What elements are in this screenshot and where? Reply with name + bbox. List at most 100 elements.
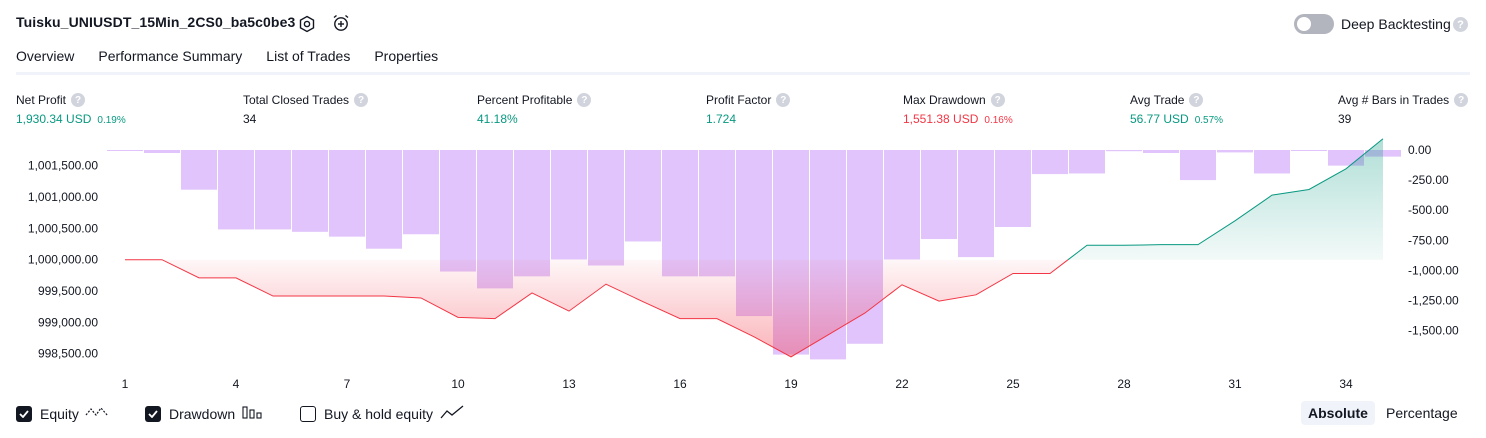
x-tick-label: 1: [122, 377, 129, 391]
drawdown-bar: [958, 150, 994, 258]
tab-properties[interactable]: Properties: [374, 48, 439, 64]
drawdown-bar: [218, 150, 254, 230]
drawdown-bar: [292, 150, 328, 232]
help-icon[interactable]: ?: [354, 93, 369, 107]
left-axis-tick-label: 1,001,000.00: [28, 190, 98, 204]
drawdown-bar: [1217, 150, 1253, 153]
x-tick-label: 25: [1006, 377, 1020, 391]
equity-profit-area: [1068, 138, 1383, 260]
x-tick-label: 31: [1228, 377, 1242, 391]
drawdown-bar: [403, 150, 439, 235]
drawdown-bar: [107, 150, 143, 151]
x-tick-label: 7: [344, 377, 351, 391]
drawdown-bar: [1069, 150, 1105, 174]
tab-performance-summary[interactable]: Performance Summary: [98, 48, 243, 64]
metric-avg-bars-in-trades: Avg # Bars in Trades? 39: [1338, 93, 1469, 126]
left-axis-tick-label: 999,000.00: [38, 315, 98, 329]
drawdown-bar: [181, 150, 217, 190]
legend-buy-hold-equity[interactable]: Buy & hold equity: [300, 404, 464, 423]
legend-equity-label: Equity: [40, 405, 79, 422]
drawdown-bar: [1254, 150, 1290, 174]
right-axis-tick-label: -1,250.00: [1408, 293, 1459, 307]
alarm-clock-plus-icon[interactable]: [331, 13, 351, 33]
drawdown-bar: [1180, 150, 1216, 181]
right-axis-tick-label: -250.00: [1408, 173, 1449, 187]
tab-list-of-trades[interactable]: List of Trades: [266, 48, 351, 64]
deep-backtesting-label: Deep Backtesting: [1341, 16, 1451, 32]
buy-hold-line-icon: [440, 404, 464, 423]
metric-percent: 0.57%: [1194, 115, 1224, 126]
metric-label: Max Drawdown: [903, 93, 986, 107]
left-axis-tick-label: 1,000,000.00: [28, 253, 98, 267]
x-tick-label: 13: [562, 377, 576, 391]
left-axis-tick-label: 999,500.00: [38, 284, 98, 298]
x-tick-label: 34: [1339, 377, 1353, 391]
help-icon[interactable]: ?: [577, 93, 592, 107]
metric-label: Total Closed Trades: [243, 93, 350, 107]
mode-absolute-button[interactable]: Absolute: [1301, 401, 1375, 425]
metric-label: Avg # Bars in Trades: [1338, 93, 1450, 107]
deep-backtesting-toggle[interactable]: [1294, 14, 1334, 34]
drawdown-bar: [1106, 150, 1142, 152]
metric-value: 41.18%: [477, 112, 518, 126]
x-tick-label: 16: [673, 377, 687, 391]
drawdown-bar: [588, 150, 624, 266]
right-axis-tick-label: 0.00: [1408, 143, 1432, 157]
help-icon[interactable]: ?: [1453, 17, 1468, 32]
x-tick-label: 4: [233, 377, 240, 391]
mode-percentage-button[interactable]: Percentage: [1386, 405, 1458, 421]
drawdown-bar: [144, 150, 180, 154]
metric-percent-profitable: Percent Profitable? 41.18%: [477, 93, 592, 126]
metric-value: 34: [243, 112, 257, 126]
help-icon[interactable]: ?: [990, 93, 1005, 107]
metric-profit-factor: Profit Factor? 1.724: [706, 93, 791, 126]
equity-line-loss: [125, 259, 1069, 358]
drawdown-bar: [699, 150, 735, 277]
metric-value: 39: [1338, 112, 1352, 126]
drawdown-bar: [440, 150, 476, 272]
help-icon[interactable]: ?: [1189, 93, 1204, 107]
metric-avg-trade: Avg Trade? 56.77 USD 0.57%: [1130, 93, 1223, 126]
metric-value: 56.77 USD: [1130, 112, 1189, 126]
metric-percent: 0.19%: [97, 115, 126, 126]
metric-percent: 0.16%: [984, 115, 1013, 126]
drawdown-bar: [255, 150, 291, 230]
drawdown-bar: [884, 150, 920, 260]
metric-total-closed-trades: Total Closed Trades? 34: [243, 93, 369, 126]
drawdown-bar: [662, 150, 698, 277]
hexagon-gear-icon[interactable]: [297, 14, 317, 34]
drawdown-bars-icon: [242, 404, 262, 423]
right-axis-tick-label: -500.00: [1408, 203, 1449, 217]
help-icon[interactable]: ?: [1454, 93, 1469, 107]
checkbox-equity[interactable]: [16, 405, 32, 422]
drawdown-bar: [995, 150, 1031, 228]
metric-label: Net Profit: [16, 93, 67, 107]
left-axis-tick-label: 1,000,500.00: [28, 221, 98, 235]
legend-drawdown[interactable]: Drawdown: [145, 404, 262, 423]
x-tick-label: 19: [784, 377, 798, 391]
drawdown-bar: [921, 150, 957, 240]
left-axis-tick-label: 1,001,500.00: [28, 159, 98, 173]
checkbox-drawdown[interactable]: [145, 405, 161, 422]
metric-label: Profit Factor: [706, 93, 772, 107]
right-axis-tick-label: -1,500.00: [1408, 324, 1459, 338]
x-tick-label: 10: [451, 377, 465, 391]
drawdown-bar: [329, 150, 365, 237]
strategy-title: Tuisku_UNIUSDT_15Min_2CS0_ba5c0be3: [16, 14, 296, 30]
legend-equity[interactable]: Equity: [16, 404, 109, 423]
drawdown-bar: [1032, 150, 1068, 175]
metric-value: 1.724: [706, 112, 737, 126]
metric-net-profit: Net Profit? 1,930.34 USD 0.19%: [16, 93, 126, 126]
metric-label: Avg Trade: [1130, 93, 1185, 107]
equity-loss-area: [125, 259, 1069, 357]
drawdown-bar: [1291, 150, 1327, 151]
checkbox-buy-hold[interactable]: [300, 405, 316, 422]
toggle-knob: [1297, 17, 1311, 31]
help-icon[interactable]: ?: [776, 93, 791, 107]
legend-drawdown-label: Drawdown: [169, 405, 236, 422]
tab-divider: [16, 72, 1470, 75]
equity-line-profit: [1067, 138, 1384, 261]
right-axis-tick-label: -1,000.00: [1408, 263, 1459, 277]
help-icon[interactable]: ?: [71, 93, 86, 107]
